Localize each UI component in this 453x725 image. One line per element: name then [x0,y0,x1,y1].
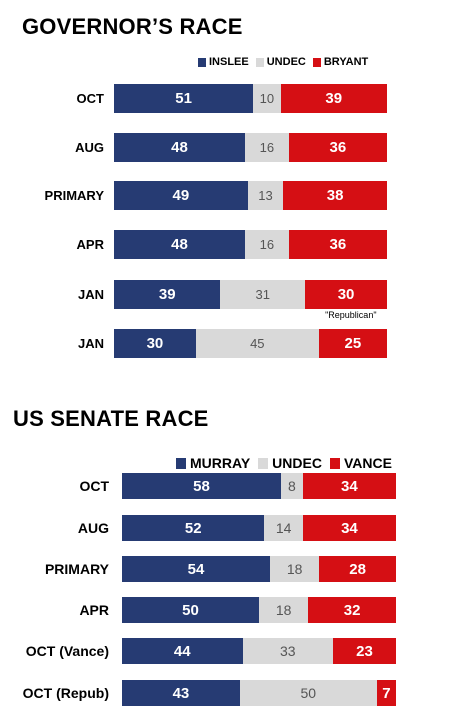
governor-bar-segment-undec: 31 [220,280,306,309]
senate-bar-segment-blue: 50 [122,597,259,623]
senate-legend-label: UNDEC [272,455,322,471]
senate-bar-row: 44 33 23 [122,638,396,664]
governor-bar-segment-red: 36 [288,230,387,259]
governor-legend-swatch [312,57,321,67]
governor-row-label: JAN [77,287,104,302]
governor-bar-row: 48 16 36 [114,133,387,162]
governor-row-label: APR [76,237,104,252]
senate-bar-segment-blue: 44 [122,638,243,664]
senate-legend-item: VANCE [329,455,392,471]
senate-legend-label: VANCE [343,455,392,471]
senate-row-label: APR [79,602,109,618]
senate-bar-row: 58 8 34 [122,473,396,499]
governor-legend: INSLEE UNDEC BRYANT [198,56,375,68]
governor-bar-segment-red: 39 [280,84,387,113]
senate-legend: MURRAY UNDEC VANCE [176,455,400,471]
senate-row-label: OCT (Vance) [25,643,109,659]
governor-bar-segment-red: 30 [305,280,387,309]
senate-legend-swatch [258,457,269,469]
governor-bar-segment-undec: 13 [247,181,284,210]
governor-legend-label: BRYANT [323,56,369,68]
governor-bar-segment-undec: 45 [195,329,319,358]
senate-bar-row: 50 18 32 [122,597,396,623]
senate-bar-segment-red: 34 [302,473,396,499]
senate-bar-segment-blue: 52 [122,515,265,541]
governor-bar-row: 48 16 36 [114,230,387,259]
senate-legend-item: MURRAY [176,455,250,471]
senate-bar-segment-undec: 50 [239,680,377,706]
senate-row-label: OCT [79,478,109,494]
senate-bar-row: 52 14 34 [122,515,396,541]
governor-legend-swatch [198,57,206,67]
senate-chart-title: US SENATE RACE [13,406,209,431]
governor-legend-item: INSLEE [198,56,249,68]
senate-bar-segment-blue: 43 [122,680,240,706]
senate-bar-row: 43 50 7 [122,680,396,706]
governor-bar-row: 39 31 30 [114,280,387,309]
senate-bar-segment-undec: 18 [259,597,309,623]
senate-row-label: AUG [77,520,109,536]
senate-bar-segment-red: 23 [332,638,396,664]
senate-bar-segment-red: 28 [319,556,396,582]
governor-bar-row: 30 45 25 [114,329,387,358]
senate-bar-segment-undec: 18 [269,556,320,582]
senate-legend-label: MURRAY [190,455,251,471]
governor-bar-segment-red: 25 [318,329,387,358]
senate-bar-segment-red: 7 [376,680,396,706]
governor-bar-segment-red: 36 [288,133,387,162]
senate-bar-segment-undec: 8 [280,473,303,499]
governor-row-label: OCT [76,91,104,106]
governor-legend-item: UNDEC [255,56,306,68]
senate-row-label: PRIMARY [44,561,109,577]
senate-row-label: OCT (Repub) [22,685,109,701]
governor-bar-segment-undec: 16 [245,230,289,259]
governor-bar-segment-blue: 49 [114,181,248,210]
governor-bar-row: 51 10 39 [114,84,387,113]
governor-bar-segment-red: 38 [283,181,387,210]
governor-bar-row: 49 13 38 [114,181,387,210]
governor-legend-swatch [255,57,264,67]
senate-bar-segment-blue: 58 [122,473,281,499]
senate-bar-segment-blue: 54 [122,556,270,582]
senate-bar-segment-undec: 33 [242,638,333,664]
senate-bar-segment-red: 34 [302,515,396,541]
governor-bar-segment-blue: 51 [114,84,254,113]
governor-row-label: PRIMARY [44,188,104,203]
governor-row-label: AUG [75,140,104,155]
governor-bar-segment-blue: 48 [114,133,246,162]
governor-chart-title: GOVERNOR’S RACE [22,14,243,39]
governor-bar-segment-undec: 10 [253,84,281,113]
governor-row-label: JAN [77,336,104,351]
senate-legend-item: UNDEC [258,455,322,471]
governor-bar-segment-blue: 30 [114,329,196,358]
senate-bar-segment-red: 32 [308,597,396,623]
senate-legend-swatch [329,457,340,469]
governor-legend-item: BRYANT [312,56,369,68]
governor-legend-label: UNDEC [266,56,306,68]
governor-bar-segment-blue: 39 [114,280,221,309]
governor-bar-segment-undec: 16 [245,133,289,162]
governor-bar-segment-blue: 48 [114,230,246,259]
governor-legend-label: INSLEE [209,56,249,68]
senate-bar-row: 54 18 28 [122,556,396,582]
senate-legend-swatch [176,457,186,469]
governor-annotation: "Republican" [325,310,377,320]
senate-bar-segment-undec: 14 [264,515,303,541]
